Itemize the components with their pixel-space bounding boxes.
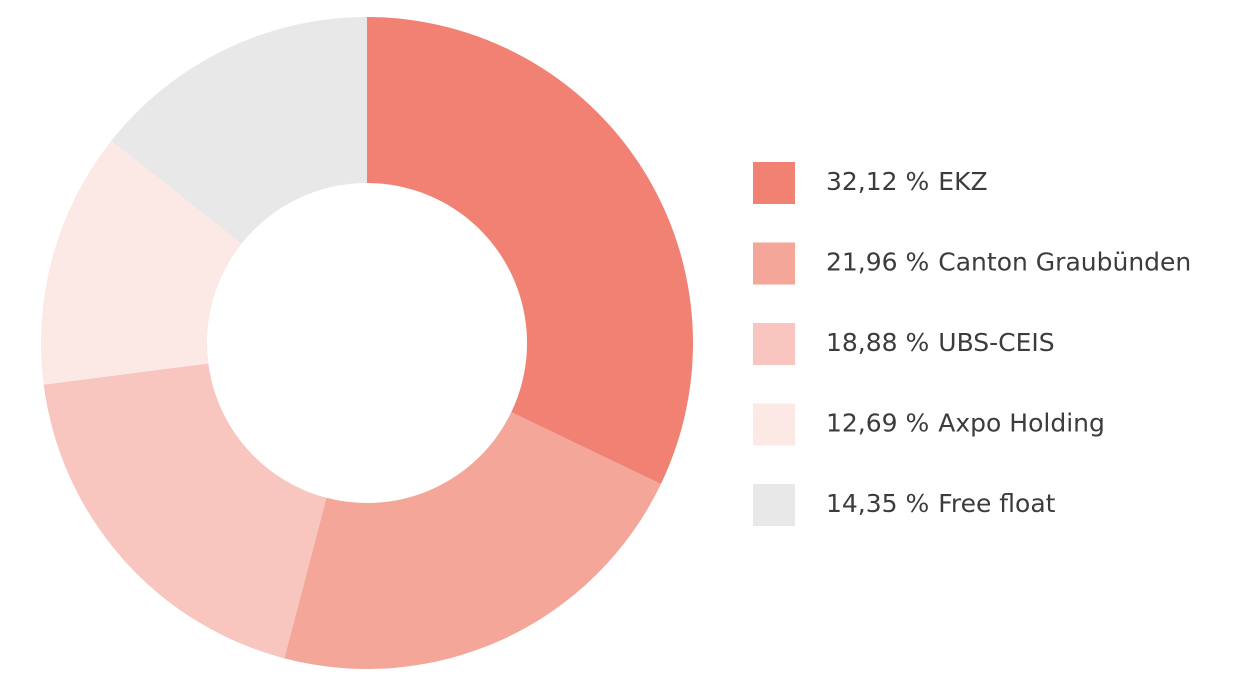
legend-name: Free float: [938, 489, 1055, 518]
legend-label: 18,88 % UBS-CEIS: [826, 328, 1055, 357]
legend-swatch: [753, 242, 795, 285]
legend-name: EKZ: [938, 167, 987, 196]
legend-value: 32,12 %: [826, 167, 929, 196]
legend-value: 21,96 %: [826, 248, 929, 277]
legend-swatch: [753, 484, 795, 526]
legend-label: 12,69 % Axpo Holding: [826, 409, 1105, 438]
legend-label: 32,12 % EKZ: [826, 167, 988, 196]
donut-slice: [367, 17, 693, 485]
legend-value: 14,35 %: [826, 489, 929, 518]
legend-label: 14,35 % Free float: [826, 489, 1056, 518]
legend-swatch: [753, 323, 795, 365]
donut-slice: [43, 363, 327, 659]
legend-name: Axpo Holding: [938, 409, 1105, 438]
donut-slice: [284, 412, 661, 669]
legend-value: 12,69 %: [826, 409, 929, 438]
legend-label: 21,96 % Canton Graubünden: [826, 248, 1191, 277]
legend-swatch: [753, 403, 795, 446]
legend-name: Canton Graubünden: [938, 248, 1191, 277]
donut-slice: [111, 16, 368, 244]
donut-slice: [41, 140, 242, 385]
legend-swatch: [753, 162, 795, 204]
legend-name: UBS-CEIS: [938, 328, 1054, 357]
legend-value: 18,88 %: [826, 328, 929, 357]
